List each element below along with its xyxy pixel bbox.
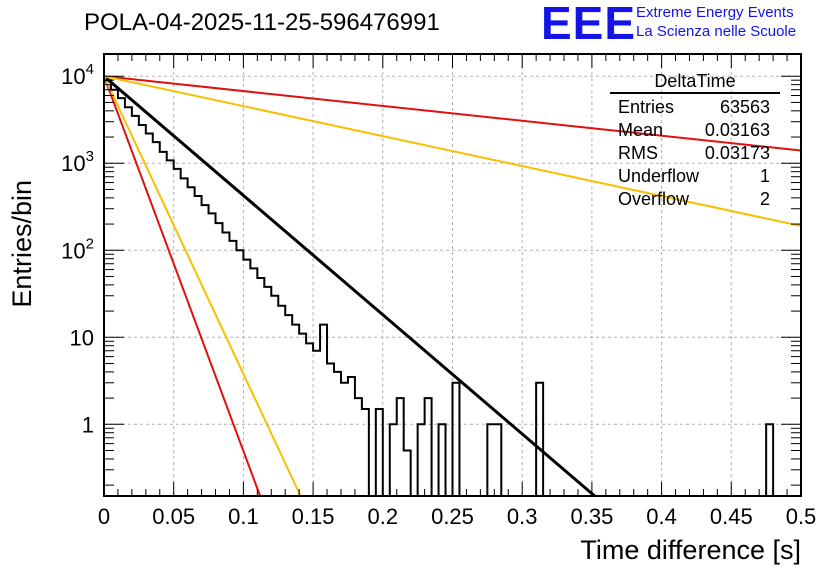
x-tick-label: 0.3 xyxy=(507,504,538,529)
eee-logo: EEE xyxy=(541,0,637,49)
y-tick-label: 103 xyxy=(61,148,94,176)
stats-label: Overflow xyxy=(618,189,690,209)
stats-box: DeltaTime Entries 63563 Mean 0.03163 RMS… xyxy=(610,70,780,211)
curve-yellow-steep xyxy=(103,75,302,497)
curve-red-steep xyxy=(103,75,262,497)
stats-value: 0.03173 xyxy=(704,143,770,163)
x-tick-label: 0.45 xyxy=(710,504,753,529)
stats-title: DeltaTime xyxy=(610,70,780,94)
plot-title: POLA-04-2025-11-25-596476991 xyxy=(84,9,440,36)
stats-label: Mean xyxy=(618,120,664,140)
curve-yellow-shallow xyxy=(103,75,802,227)
eee-subtitle-2: La Scienza nelle Scuole xyxy=(636,23,797,40)
x-tick-label: 0.35 xyxy=(570,504,613,529)
stats-value: 1 xyxy=(759,166,770,186)
stats-label: Entries xyxy=(618,97,675,117)
x-tick-label: 0.05 xyxy=(152,504,195,529)
x-tick-label: 0.15 xyxy=(292,504,335,529)
x-axis-label: Time difference [s] xyxy=(580,535,801,565)
stats-row-overflow: Overflow 2 xyxy=(610,188,780,211)
y-tick-label: 104 xyxy=(61,61,94,89)
x-tick-label: 0.2 xyxy=(368,504,399,529)
y-axis-label: Entries/bin xyxy=(7,180,37,308)
axis-ticks xyxy=(103,54,802,496)
stats-label: RMS xyxy=(618,143,658,163)
eee-subtitle-1: Extreme Energy Events xyxy=(636,4,794,21)
stats-row-mean: Mean 0.03163 xyxy=(610,119,780,142)
y-tick-label: 1 xyxy=(82,412,94,437)
y-tick-label: 10 xyxy=(70,325,94,350)
x-tick-label: 0.1 xyxy=(228,504,259,529)
x-tick-label: 0 xyxy=(98,504,110,529)
stats-value: 63563 xyxy=(719,97,770,117)
stats-row-underflow: Underflow 1 xyxy=(610,165,780,188)
x-tick-label: 0.25 xyxy=(431,504,474,529)
x-tick-label: 0.5 xyxy=(786,504,817,529)
curve-fit xyxy=(103,75,596,498)
stats-label: Underflow xyxy=(618,166,700,186)
tick-labels: 0 0.05 0.1 0.15 0.2 0.25 0.3 0.35 0.4 0.45 0.5 1 10 1… xyxy=(61,61,816,529)
stats-value: 0.03163 xyxy=(704,120,770,140)
x-tick-label: 0.4 xyxy=(646,504,677,529)
curve-red-shallow xyxy=(103,75,802,152)
stats-row-rms: RMS 0.03173 xyxy=(610,142,780,165)
decay-curves xyxy=(103,75,802,498)
stats-value: 2 xyxy=(759,189,770,209)
stats-row-entries: Entries 63563 xyxy=(610,96,780,119)
y-tick-label: 102 xyxy=(61,235,94,263)
